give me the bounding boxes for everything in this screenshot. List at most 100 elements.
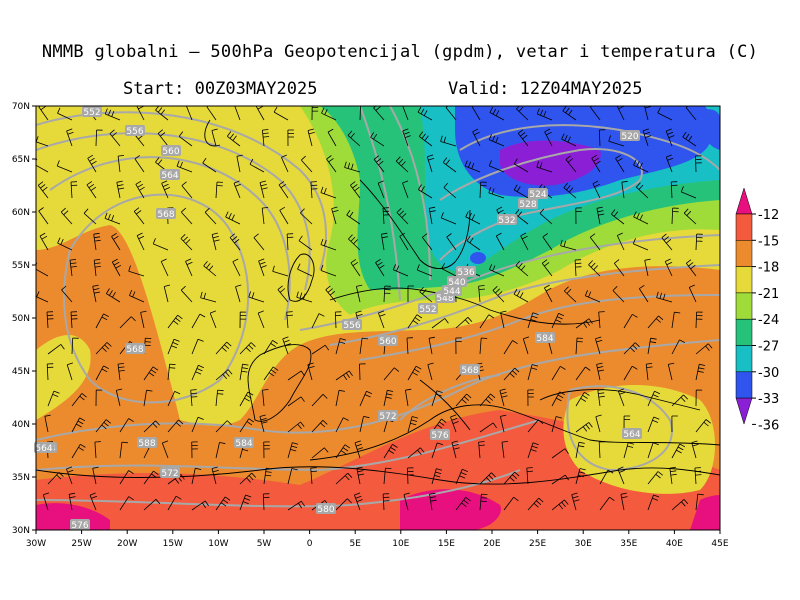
contour-label: 564 [622, 428, 642, 440]
wind-barb [311, 394, 328, 407]
wind-barb [307, 128, 315, 147]
wind-barb [647, 337, 657, 355]
contour-label-text: 572 [379, 412, 396, 422]
wind-barb [616, 232, 625, 251]
wind-barb [136, 232, 145, 251]
wind-barb [383, 444, 398, 459]
temperature-colorbar: -12 -15 -18 -21 -24 -27 -30 -33 -36 [735, 187, 779, 433]
wind-barb [282, 336, 291, 355]
wind-barb [382, 207, 390, 225]
wind-barb [416, 264, 433, 277]
wind-barb [119, 316, 136, 329]
wind-barb [551, 391, 565, 407]
wind-barb [71, 417, 86, 433]
wind-barb [95, 419, 111, 433]
wind-barb [591, 154, 601, 173]
wind-barb [263, 467, 273, 485]
wind-barb [356, 466, 365, 485]
wind-barb [191, 467, 202, 485]
wind-barb [610, 209, 625, 225]
contour-label-bg [125, 343, 145, 354]
wind-barb [39, 232, 49, 251]
wind-barb [455, 337, 462, 355]
wind-barb [92, 284, 101, 303]
wind-barb [592, 180, 601, 199]
wind-barb [143, 470, 159, 485]
wind-barb [575, 207, 582, 225]
wind-barb [215, 496, 231, 511]
lat-tick-label: 30N [12, 526, 30, 536]
wind-barb [209, 310, 217, 329]
contour-label: 520 [620, 130, 640, 142]
wind-barb [375, 258, 385, 277]
wind-barb [234, 106, 241, 121]
wind-barb [500, 310, 507, 329]
wind-barb [446, 233, 457, 251]
wind-barb [87, 154, 97, 173]
wind-barb [161, 180, 171, 199]
contour-label: 568 [460, 364, 480, 376]
wind-barb [239, 418, 255, 433]
wind-barb [575, 468, 586, 485]
contour-label: 568 [125, 343, 145, 355]
wind-barb [111, 232, 121, 251]
wind-barb [479, 314, 495, 329]
contour-label-bg [82, 106, 102, 117]
wind-barb [94, 441, 101, 459]
wind-barb [335, 417, 349, 433]
wind-barb [215, 442, 226, 459]
wind-barb [562, 106, 577, 121]
wind-barb [488, 134, 505, 147]
wind-barb [589, 233, 601, 251]
wind-barb [500, 414, 507, 433]
wind-barb [695, 363, 706, 381]
wind-barb [575, 318, 593, 329]
wind-barb [335, 370, 353, 381]
map-title: NMMB globalni — 500hPa Geopotencijal (gp… [41, 42, 759, 62]
contour-label: 536 [456, 266, 476, 278]
wind-barb [431, 442, 444, 459]
contour-label: 564 [160, 169, 180, 181]
wind-barb [514, 209, 529, 225]
wind-barb [143, 420, 160, 433]
wind-barb [513, 288, 529, 303]
contour-label: 560 [161, 145, 181, 157]
wind-barb [551, 416, 563, 433]
wind-barb [346, 209, 361, 225]
wind-barb [695, 311, 703, 329]
wind-barb [378, 310, 386, 329]
wind-barb [307, 362, 315, 381]
wind-barb [541, 259, 553, 277]
wind-barb [70, 311, 78, 329]
wind-barb [178, 131, 193, 147]
wind-barb [83, 208, 97, 225]
colorbar-segment [735, 318, 753, 346]
wind-barb [167, 314, 183, 329]
wind-barb [263, 441, 270, 459]
wind-barb [129, 289, 145, 303]
wind-barb [406, 337, 414, 355]
contour-line [359, 294, 720, 361]
wind-barb [226, 131, 241, 147]
wind-barb [191, 441, 198, 459]
wind-barb [489, 107, 505, 121]
wind-barb [281, 154, 289, 173]
wind-barb [301, 155, 313, 173]
colorbar-segment [735, 240, 753, 267]
wind-barb [383, 367, 400, 381]
wind-barb [665, 154, 674, 173]
wind-barb [617, 466, 625, 485]
wind-barb [350, 259, 361, 277]
wind-barb [320, 186, 337, 199]
wind-barb [257, 310, 265, 329]
wind-barb [402, 180, 409, 199]
wind-barb [598, 441, 606, 459]
wind-barb [239, 363, 249, 381]
wind-barb [402, 128, 411, 147]
wind-barb [431, 390, 443, 407]
wind-barb [644, 258, 651, 277]
wind-barb [115, 388, 123, 407]
contour-label: 572 [378, 410, 398, 422]
wind-barb [657, 107, 673, 121]
contour-line [399, 374, 501, 421]
